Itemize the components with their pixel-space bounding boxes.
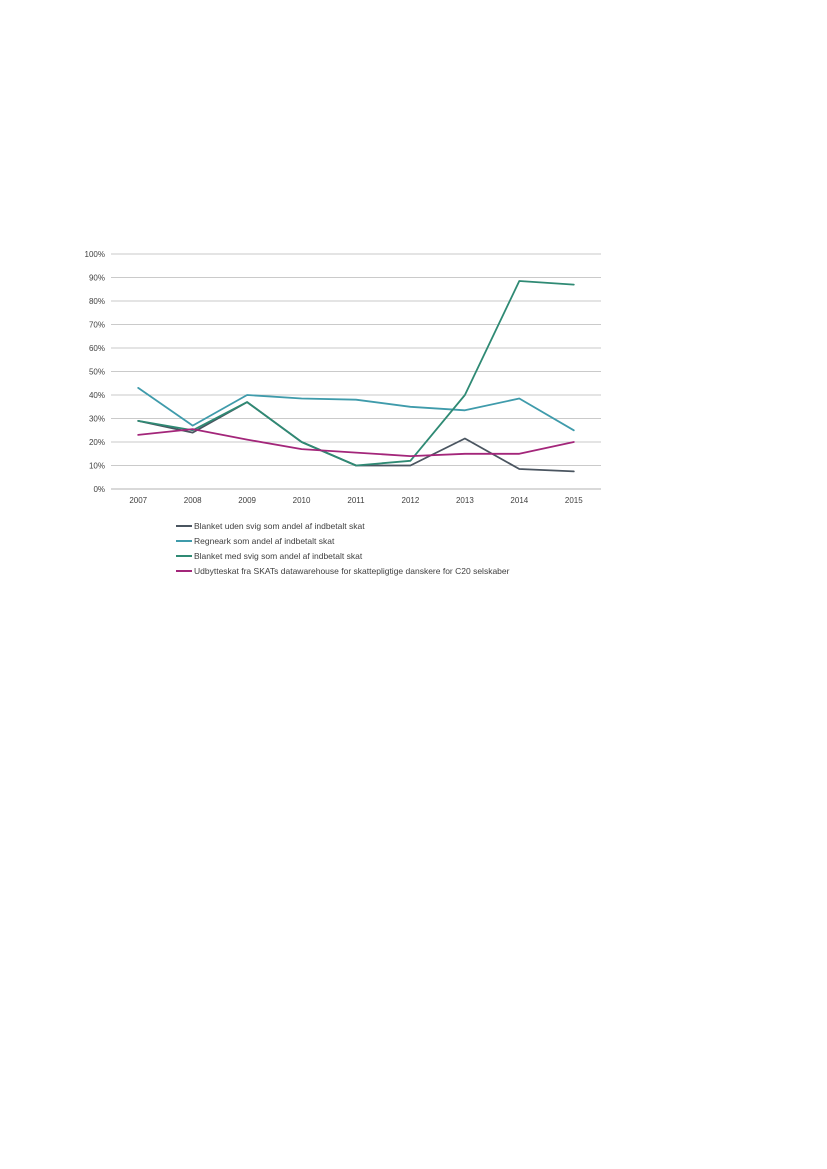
y-tick-label: 90% (89, 274, 105, 283)
x-tick-label: 2013 (456, 496, 474, 505)
legend-item: Blanket med svig som andel af indbetalt … (176, 548, 736, 563)
x-tick-label: 2011 (347, 496, 365, 505)
y-tick-label: 20% (89, 438, 105, 447)
series-line-3 (137, 280, 575, 467)
x-tick-label: 2012 (402, 496, 420, 505)
y-tick-label: 0% (93, 485, 105, 494)
legend-swatch (176, 524, 192, 527)
legend-item: Blanket uden svig som andel af indbetalt… (176, 518, 736, 533)
y-tick-label: 10% (89, 462, 105, 471)
y-tick-label: 80% (89, 297, 105, 306)
y-tick-label: 100% (85, 250, 105, 259)
x-tick-label: 2009 (238, 496, 256, 505)
x-tick-label: 2008 (184, 496, 202, 505)
legend-label: Blanket uden svig som andel af indbetalt… (194, 520, 365, 531)
x-tick-label: 2015 (565, 496, 583, 505)
x-tick-label: 2014 (510, 496, 528, 505)
legend-item: Regneark som andel af indbetalt skat (176, 533, 736, 548)
legend-swatch (176, 539, 192, 542)
legend-label: Blanket med svig som andel af indbetalt … (194, 550, 363, 561)
x-tick-label: 2010 (293, 496, 311, 505)
series-line-2 (137, 386, 575, 432)
x-tick-label: 2007 (129, 496, 147, 505)
x-axis-ticks: 2007 2008 2009 2010 2011 2012 2013 2014 2015 (129, 496, 583, 505)
y-axis-ticks: 0% 10% 20% 30% 40% 50% 60% 70% 80% 90% 100% (85, 250, 105, 494)
legend-label: Regneark som andel af indbetalt skat (194, 535, 335, 546)
line-chart: 0%10%20%30%40%50%60%70%80%90%100% 2007 20… (85, 250, 601, 505)
legend-label: Udbytteskat fra SKATs datawarehouse for … (194, 565, 510, 576)
y-tick-label: 30% (89, 415, 105, 424)
series-line-4 (137, 428, 575, 458)
y-tick-label: 60% (89, 344, 105, 353)
legend-item: Udbytteskat fra SKATs datawarehouse for … (176, 563, 736, 578)
series-line-1 (137, 401, 575, 473)
series-lines (137, 280, 575, 473)
legend-swatch (176, 554, 192, 557)
gridlines (111, 253, 601, 490)
legend-swatch (176, 569, 192, 572)
y-tick-label: 50% (89, 368, 105, 377)
chart: 0% 10% 20% 30% 40% 50% 60% 70% 80% 90% 100% 2007 20… (85, 250, 736, 578)
legend: Blanket uden svig som andel af indbetalt… (176, 518, 736, 578)
y-tick-label: 40% (89, 391, 105, 400)
y-tick-label: 70% (89, 321, 105, 330)
